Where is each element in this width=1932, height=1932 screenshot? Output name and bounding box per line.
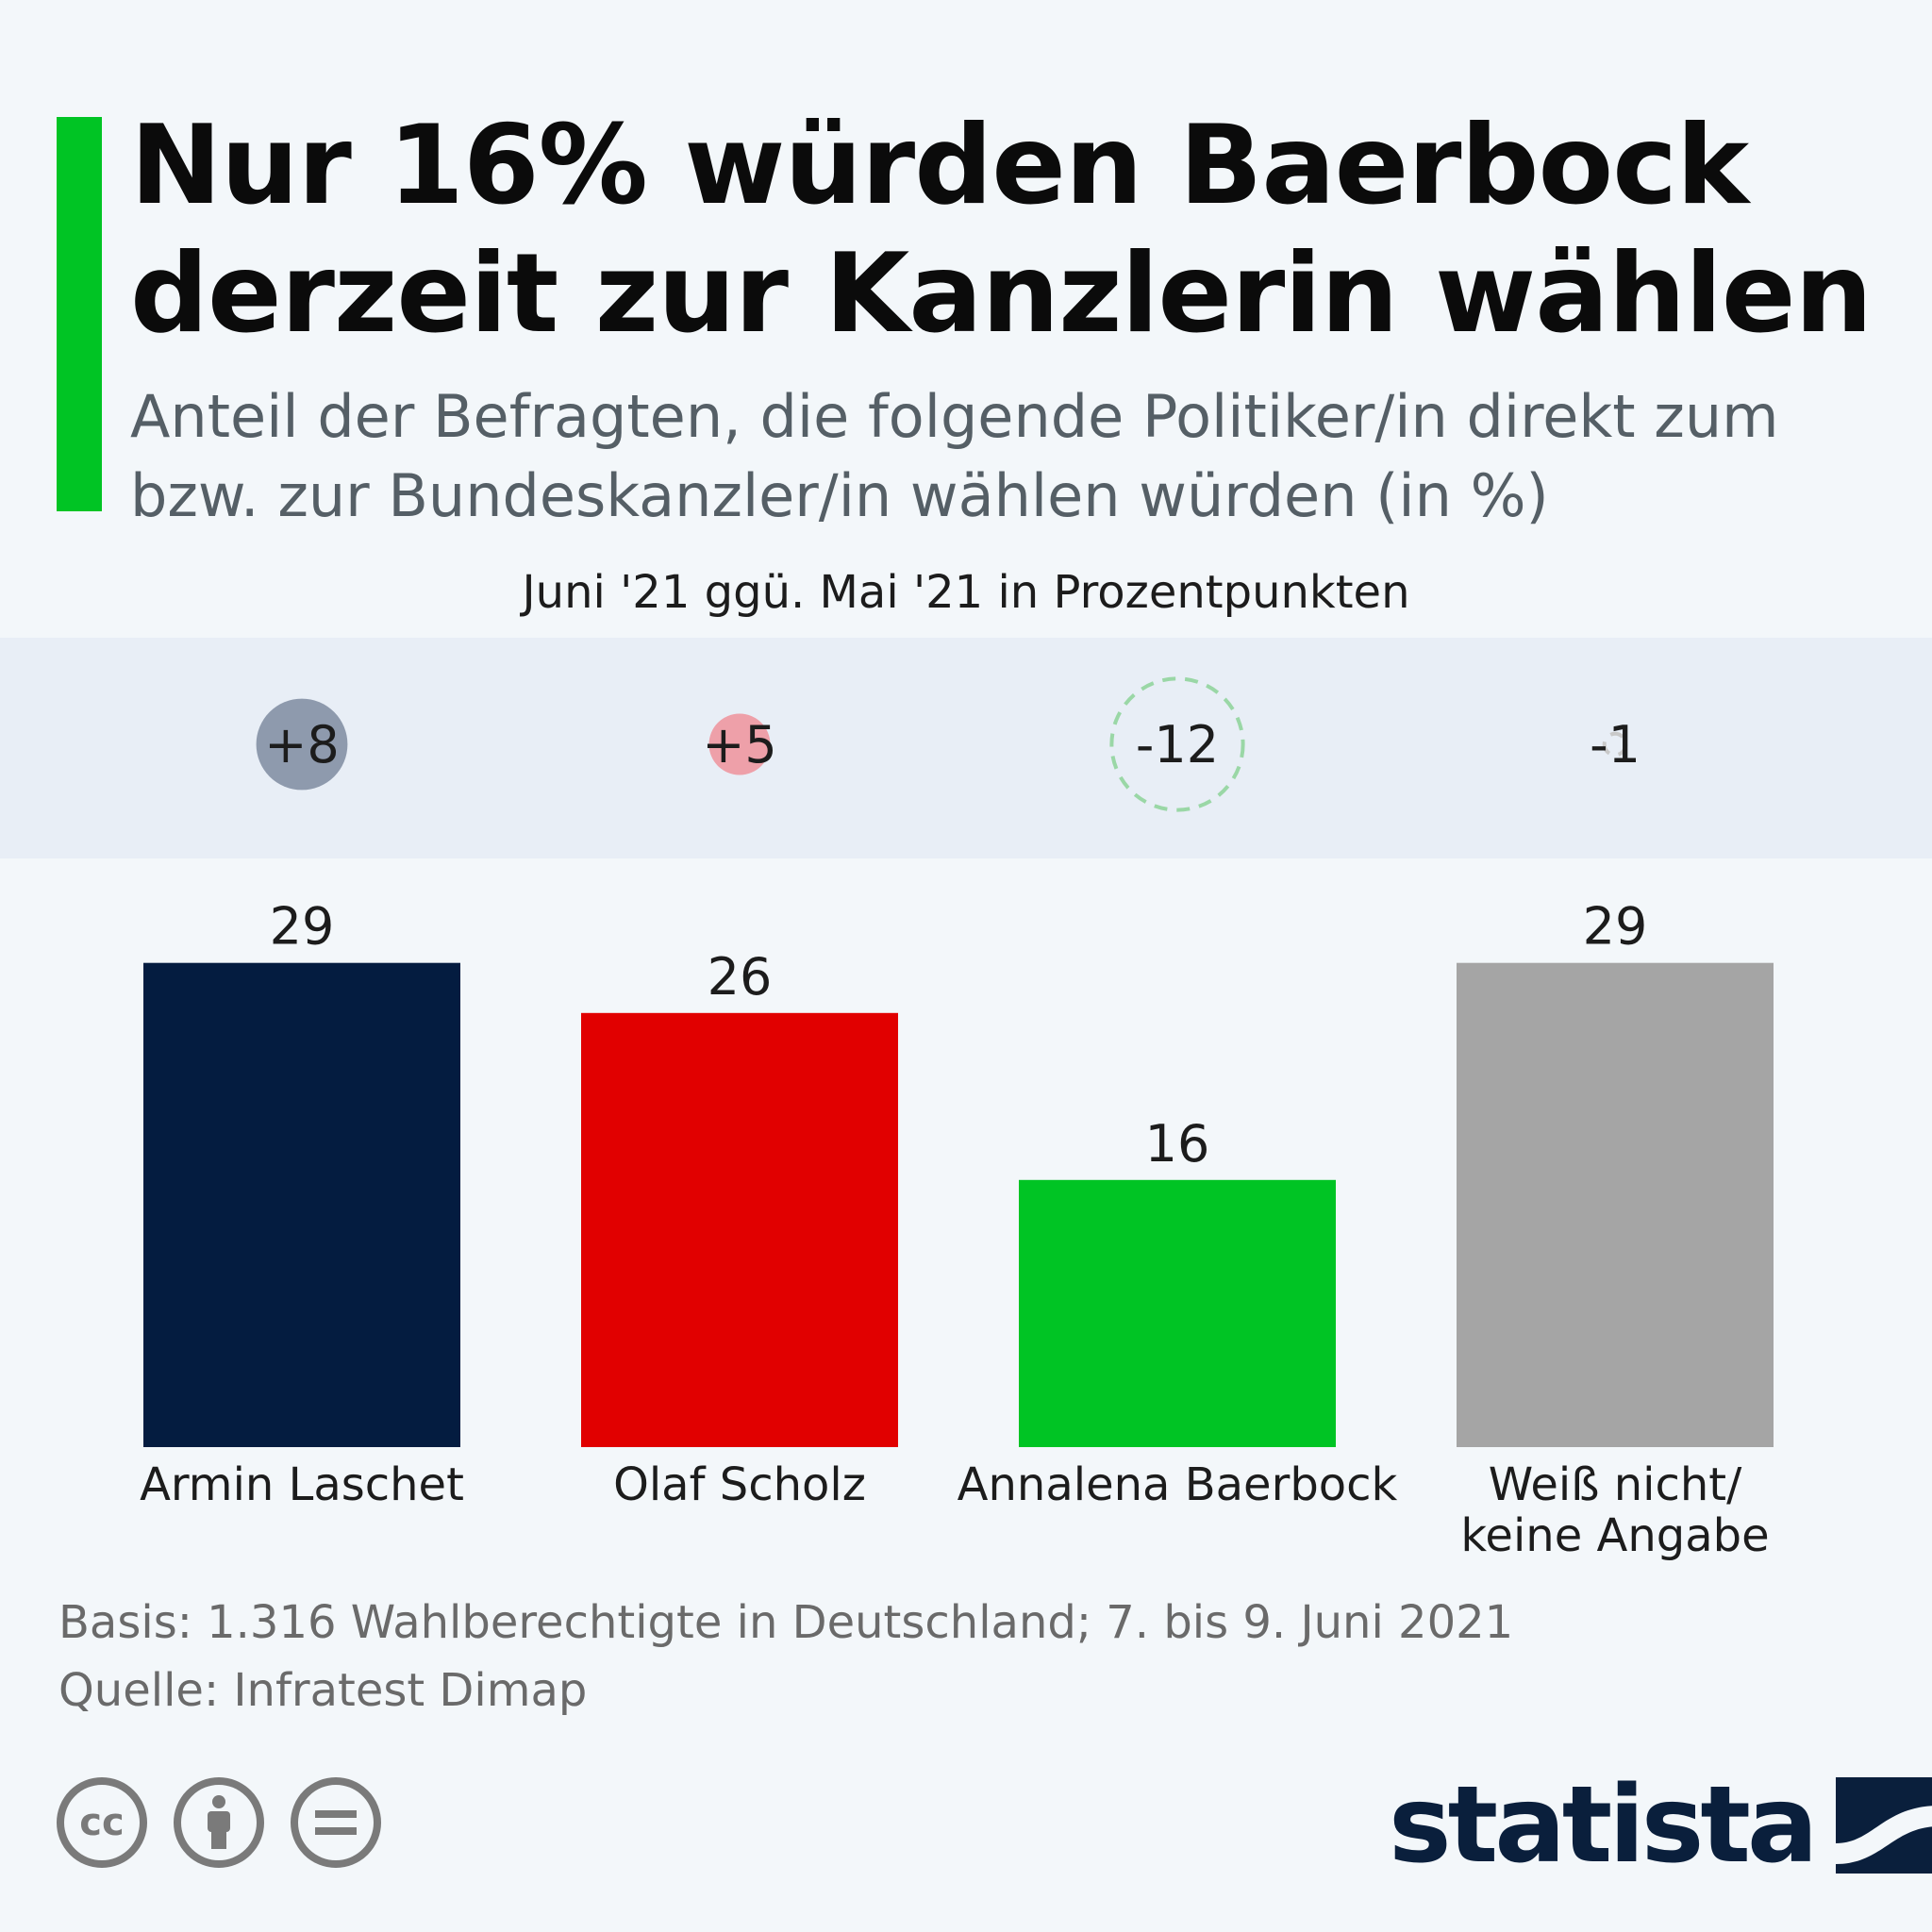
by-icon[interactable]: [174, 1777, 264, 1868]
change-circle: [1109, 676, 1245, 812]
bar: [1019, 1179, 1336, 1447]
statista-logo[interactable]: statista: [1389, 1764, 1932, 1887]
category-label: Olaf Scholz: [613, 1458, 866, 1511]
bar: [581, 1012, 898, 1447]
value-label: 26: [708, 947, 773, 1007]
change-circle: [256, 698, 348, 791]
category-label: Armin Laschet: [140, 1458, 464, 1511]
value-label: 29: [270, 897, 335, 957]
nd-icon[interactable]: [291, 1777, 381, 1868]
category-label: keine Angabe: [1460, 1509, 1769, 1562]
title-accent-bar: [57, 117, 102, 511]
change-circle: [708, 713, 771, 775]
footer-source: Quelle: Infratest Dimap: [58, 1664, 588, 1717]
value-label: 16: [1145, 1114, 1210, 1174]
value-label: 29: [1583, 897, 1648, 957]
chart-title: Nur 16% würden Baerbock derzeit zur Kanz…: [130, 102, 1873, 358]
statista-wordmark: statista: [1389, 1764, 1818, 1887]
category-label: Weiß nicht/: [1489, 1458, 1742, 1511]
change-label: +5: [702, 715, 777, 774]
change-label: -12: [1136, 715, 1219, 774]
chart-subtitle: Anteil der Befragten, die folgende Polit…: [130, 382, 1779, 530]
category-label: Annalena Baerbock: [958, 1458, 1398, 1511]
bar: [143, 962, 460, 1447]
change-label: +8: [264, 715, 340, 774]
cc-icon[interactable]: cc: [57, 1777, 147, 1868]
change-label: -1: [1590, 715, 1641, 774]
change-circle: [1602, 731, 1628, 758]
footer-basis: Basis: 1.316 Wahlberechtigte in Deutschl…: [58, 1596, 1514, 1649]
change-caption: Juni '21 ggü. Mai '21 in Prozentpunkten: [522, 566, 1410, 619]
bar: [1457, 962, 1774, 1447]
statista-logo-icon: [1835, 1777, 1932, 1874]
